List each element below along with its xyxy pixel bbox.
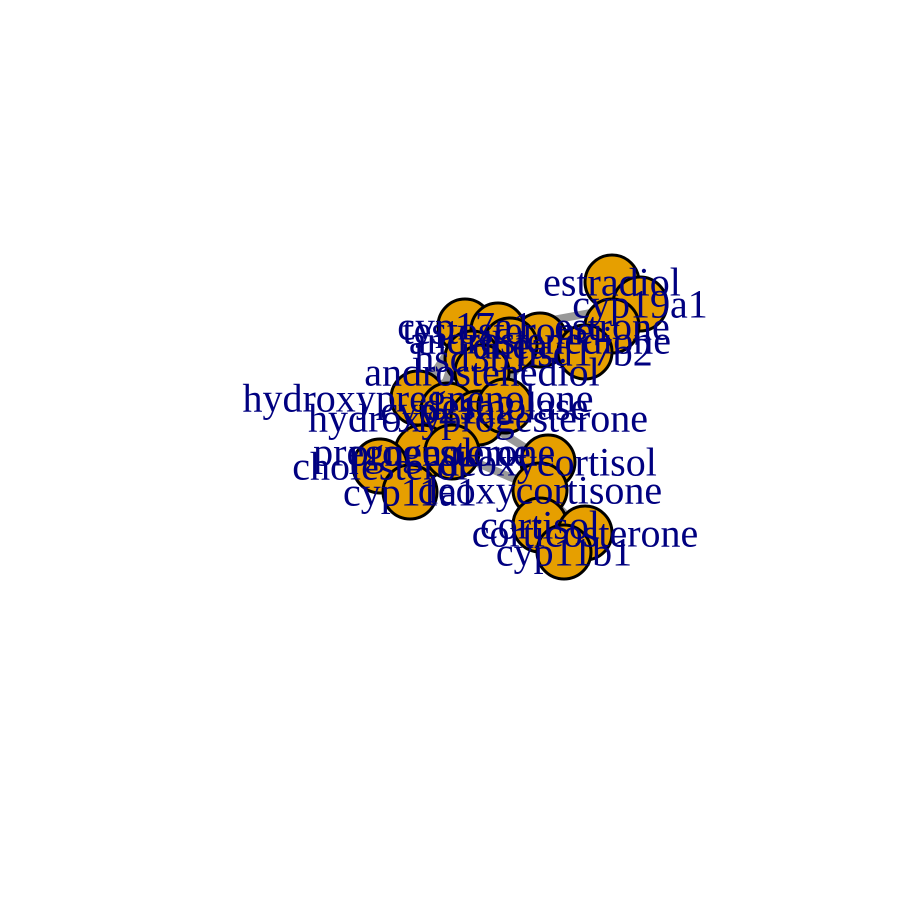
node-cyp11b1[interactable] [535, 523, 593, 581]
node-label-hsd3b1: hsd3b1 [414, 336, 530, 381]
node-label-dhea: dhea [472, 323, 548, 368]
node-progesterone[interactable] [423, 423, 481, 481]
node-label-deoxycortisol: deoxycortisol [439, 440, 657, 485]
node-label-testosterone: testosterone [402, 308, 593, 353]
node-label-estradiol: estradiol [543, 260, 681, 305]
node-label-pregnenolone: pregnenolone [313, 430, 531, 475]
node-label-cortisol: cortisol [480, 503, 600, 548]
node-label-androstenediol: androstenediol [364, 350, 600, 395]
node-hsd17b2[interactable] [556, 323, 614, 381]
node-label-hydroxyprogesterone: hydroxyprogesterone [308, 396, 648, 441]
node-label-corticosterone: corticosterone [472, 511, 699, 556]
node-desmolase[interactable] [476, 377, 534, 435]
node-label-cyp19a1: cyp19a1 [572, 282, 708, 327]
node-label-progesterone: progesterone [349, 430, 556, 475]
node-label-hsd17b2: hsd17b2 [517, 330, 653, 375]
node-label-hydroxypregnenolone: hydroxypregnenolone [242, 376, 593, 421]
node-label-cyp11a1: cyp11a1 [343, 470, 477, 515]
node-label-cyp11b1: cyp11b1 [496, 530, 632, 575]
node-label-androstenedione: androstenedione [409, 318, 671, 363]
node-cyp11a1[interactable] [381, 463, 439, 521]
node-label-deoxycortisone: deoxycortisone [418, 468, 662, 513]
node-label-cholesterol: cholesterol [292, 444, 468, 489]
node-label-desmolase: desmolase [422, 384, 589, 429]
node-label-cyp17a1: cyp17a1 [397, 304, 533, 349]
node-label-estrone: estrone [554, 304, 670, 349]
node-label-cyp21a2: cyp21a2 [380, 388, 516, 433]
nodes-layer [351, 253, 669, 581]
